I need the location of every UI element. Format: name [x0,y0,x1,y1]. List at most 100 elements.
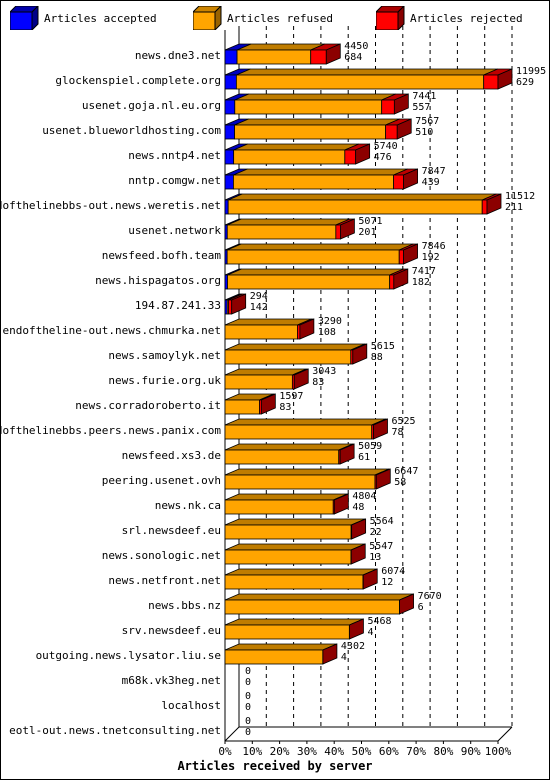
rejected-label: 201 [358,227,376,238]
legend-swatch-rejected [376,6,405,30]
total-label: 6525 [392,416,416,427]
bar-side [325,43,341,65]
bar-segment-refused [226,249,400,265]
bar-segment-accepted [224,124,235,140]
total-label: 4450 [344,41,368,52]
category-label: news.furie.org.uk [108,374,221,387]
bar-side [373,418,388,440]
total-label: 5468 [367,616,391,627]
total-label: 294 [250,291,268,302]
rejected-label: 182 [412,277,430,288]
rejected-label: 12 [381,577,393,588]
rejected-label: 684 [344,52,362,63]
category-label: localhost [161,699,221,712]
bar-segment-top [224,543,366,551]
category-label: usenet.blueworldhosting.com [42,124,221,137]
category-label: endofthelinebbs-out.news.weretis.net [0,199,221,212]
rejected-label: 142 [250,302,268,313]
total-label: 7441 [412,91,436,102]
bar-segment-refused [233,149,346,165]
category-label: newsfeed.bofh.team [102,249,222,262]
total-label: 0 [245,716,251,727]
category-label: endoftheline-out.news.chmurka.net [2,324,221,337]
bar-segment-top [228,193,497,201]
category-label: news.samoylyk.net [108,349,221,362]
bar-segment-refused [234,99,383,115]
category-label: peering.usenet.ovh [102,474,221,487]
bar-segment-rejected [228,299,233,315]
bar-side [333,493,349,515]
legend-swatch-refused [193,6,222,30]
bar-segment-rejected [398,249,404,265]
bar-segment-refused [224,349,352,365]
bar-side [375,468,391,490]
bar-segment-refused [224,624,350,640]
bar-side [486,193,502,215]
bar-segment-rejected [385,124,398,140]
bar-segment-accepted [224,199,229,215]
bar-segment-top [224,568,378,576]
total-label: 3043 [312,366,336,377]
bar-segment-refused [234,124,387,140]
total-label: 7670 [418,591,442,602]
rejected-label: 476 [374,152,392,163]
x-tick-label: 50% [352,745,372,758]
bar-segment-rejected [344,149,357,165]
bar-segment-accepted [224,49,238,65]
bar-side [497,68,513,90]
category-label: news.netfront.net [108,574,221,587]
bar-segment-rejected [310,49,327,65]
bar-segment-refused [236,49,312,65]
bar-segment-top [224,318,312,326]
bar-segment-top [233,168,408,176]
bar-segment-top [234,118,400,126]
rejected-label: 6 [418,602,424,613]
rejected-label: 48 [352,502,364,513]
total-label: 4302 [341,641,365,652]
x-axis-label: Articles received by server [177,759,373,773]
bar-segment-refused [227,199,483,215]
bar-side [399,593,414,615]
category-label: 194.87.241.33 [135,299,221,312]
bar-segment-refused [227,274,391,290]
category-label: news.nk.ca [155,499,221,512]
total-label: 11995 [516,66,546,77]
total-label: 1597 [279,391,303,402]
bar-side [396,118,412,140]
bar-segment-rejected [483,74,499,90]
bar-segment-refused [224,399,260,415]
category-label: news.sonologic.net [102,549,221,562]
bar-segment-accepted [224,149,235,165]
x-tick-label: 30% [297,745,317,758]
bar-segment-accepted [224,74,237,90]
bar-side [403,168,418,190]
bar-side [351,518,367,540]
x-tick-label: 0% [218,745,232,758]
x-tick-label: 100% [485,745,512,758]
bar-segment-refused [224,649,324,665]
rejected-label: 510 [415,127,433,138]
bar-segment-rejected [481,199,488,215]
bar-segment-accepted [224,99,236,115]
category-label: srl.newsdeef.eu [122,524,221,537]
total-label: 7847 [422,166,446,177]
total-label: 7567 [415,116,439,127]
total-label: 5564 [370,516,394,527]
bar-side [350,543,366,565]
x-tick-label: 10% [242,745,262,758]
bar-segment-refused [224,599,400,615]
bar-segment-top [224,343,365,351]
category-label: news.dne3.net [135,49,221,62]
category-label: glockenspiel.complete.org [55,74,221,87]
bar-segment-refused [224,474,376,490]
total-label: 5547 [369,541,393,552]
x-axis-depth-line [224,726,240,742]
rejected-label: 22 [370,527,382,538]
rejected-label: 58 [394,477,406,488]
bar-segment-top [224,643,337,651]
category-label: news.corradoroberto.it [75,399,221,412]
rejected-label: 83 [279,402,291,413]
category-label: usenet.network [128,224,221,237]
bar-segment-accepted [224,174,234,190]
rejected-label: 108 [318,327,336,338]
